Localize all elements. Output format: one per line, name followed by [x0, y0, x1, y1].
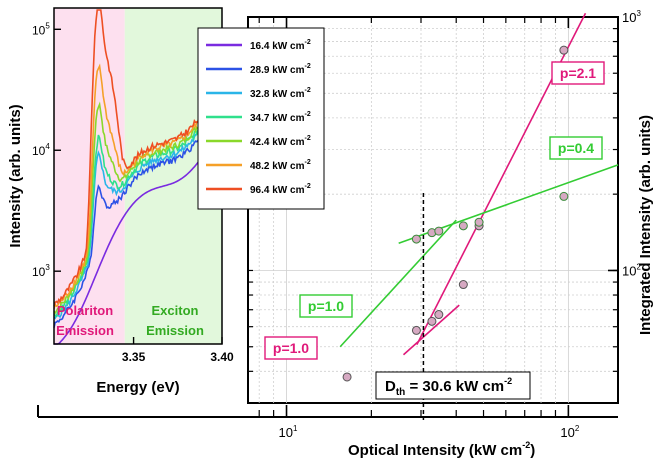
legend-label: 96.4 kW cm-2 [250, 183, 311, 196]
legend-box [197, 27, 325, 210]
fit-label-box [299, 294, 353, 318]
inset-y-tick-label: 103 [32, 263, 50, 279]
main-plot-frame [247, 16, 619, 404]
x-tick-label: 101 [279, 424, 298, 440]
exciton-label-line1: Exciton [152, 303, 199, 318]
x-axis-label-sup: -2 [522, 440, 530, 450]
legend: 16.4 kW cm-2 28.9 kW cm-2 32.8 kW cm-2 34.7… [197, 27, 325, 210]
fit-label-box [551, 61, 605, 85]
inset-x-axis-label: Energy (eV) [96, 379, 179, 396]
data-point [559, 45, 569, 55]
fit-label-box [549, 136, 603, 160]
threshold-label-rest: = 30.6 kW cm [405, 378, 504, 395]
fit-label-box [264, 336, 318, 360]
x-tick-label: 102 [560, 424, 579, 440]
inset-y-tick-label: 105 [32, 21, 50, 37]
spectrum-line [53, 9, 223, 307]
fit-label: p=1.0 [308, 298, 344, 314]
threshold-label-sup: -2 [504, 376, 512, 386]
y-tick-label: 103 [622, 9, 641, 25]
inset-spectra [53, 9, 223, 345]
data-point [411, 325, 421, 335]
svg-text:Dth = 30.6 kW cm-2: Dth = 30.6 kW cm-2 [385, 376, 512, 398]
data-point [434, 310, 444, 320]
spectrum-line [54, 126, 223, 345]
inset-y-tick-label: 104 [32, 142, 50, 158]
inset-ticks: 3.35 3.40 103 104 105 [32, 21, 234, 364]
x-axis-label-end: ) [530, 442, 535, 459]
fit-labels: p=1.0 p=2.1 p=1.0 p=0.4 [264, 61, 605, 360]
legend-label: 28.9 kW cm-2 [250, 63, 311, 76]
data-point [434, 226, 444, 236]
region-labels: Polariton Emission Exciton Emission [56, 303, 204, 338]
main-data-points [342, 45, 569, 382]
polariton-label-line1: Polariton [57, 303, 113, 318]
legend-label: 48.2 kW cm-2 [250, 159, 311, 172]
fit-label: p=1.0 [273, 340, 309, 356]
data-point [458, 280, 468, 290]
threshold-label-main: D [385, 378, 396, 395]
legend-label: 32.8 kW cm-2 [250, 87, 311, 100]
data-point [559, 191, 569, 201]
spectrum-line [53, 88, 223, 315]
inset-y-axis-label: Intensity (arb. units) [7, 104, 24, 247]
fit-line [402, 304, 460, 356]
inset-x-tick-label: 3.35 [122, 350, 146, 364]
y-axis-label: Integrated Intensity (arb. units) [637, 115, 654, 335]
inset-plot: 3.35 3.40 103 104 105 Polariton Emission Excit… [7, 7, 325, 396]
data-point [427, 316, 437, 326]
polariton-label-line2: Emission [56, 323, 114, 338]
fit-label: p=2.1 [560, 65, 596, 81]
inset-x-tick-label: 3.40 [210, 350, 234, 364]
threshold-annotation: Dth = 30.6 kW cm-2 [375, 371, 531, 400]
main-plot: 101 102 102 103 p=1.0 p=2.1 p=1.0 p=0.4 Dth = … [37, 9, 654, 459]
data-point [474, 217, 484, 227]
data-point [411, 234, 421, 244]
legend-label: 42.4 kW cm-2 [250, 135, 311, 148]
y-tick-label: 102 [622, 262, 641, 278]
fit-label: p=0.4 [558, 140, 594, 156]
threshold-label-sub: th [396, 387, 405, 398]
exciton-label-line2: Emission [146, 323, 204, 338]
spectrum-line [53, 102, 223, 328]
x-axis-label: Optical Intensity (kW cm-2) [348, 440, 535, 459]
legend-label: 16.4 kW cm-2 [250, 39, 311, 52]
fit-line [339, 219, 457, 348]
data-point [342, 372, 352, 382]
x-axis-label-text: Optical Intensity (kW cm [348, 442, 522, 459]
legend-label: 34.7 kW cm-2 [250, 111, 311, 124]
data-point [458, 221, 468, 231]
